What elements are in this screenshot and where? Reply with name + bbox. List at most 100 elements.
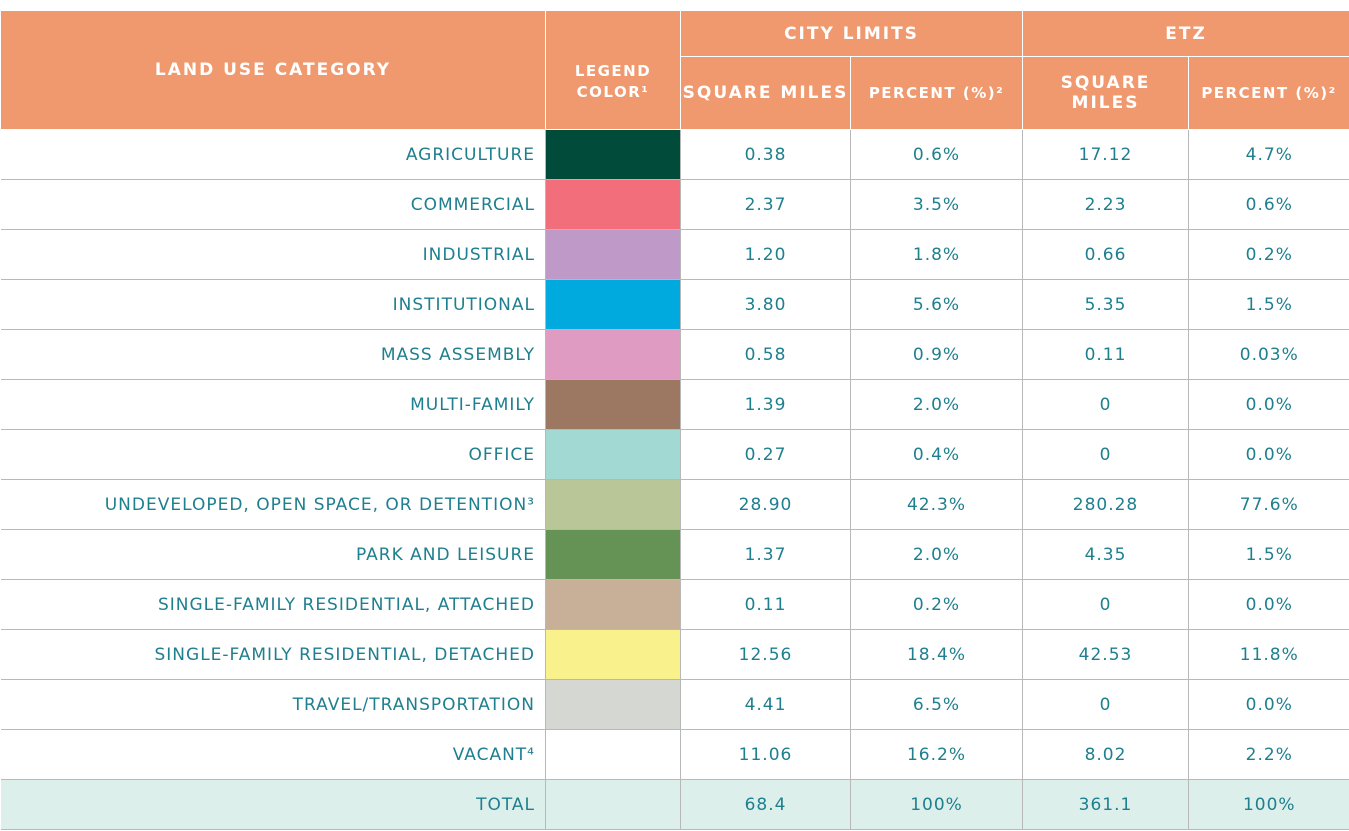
category-cell: OFFICE: [0, 429, 546, 480]
legend-swatch: [545, 579, 681, 630]
category-cell: MULTI-FAMILY: [0, 379, 546, 430]
value-cell: 5.6%: [850, 279, 1023, 330]
value-cell: 0.2%: [850, 579, 1023, 630]
land-use-table: LAND USE CATEGORY LEGEND COLOR¹ CITY LIM…: [0, 10, 1349, 830]
data-row: SINGLE-FAMILY RESIDENTIAL, DETACHED 12.56…: [0, 629, 1349, 680]
category-cell: SINGLE-FAMILY RESIDENTIAL, DETACHED: [0, 629, 546, 680]
header-row: LAND USE CATEGORY LEGEND COLOR¹ CITY LIM…: [0, 10, 1349, 130]
value-cell: 12.56: [680, 629, 851, 680]
sub-header: SQUARE MILES: [680, 56, 851, 130]
group-header: CITY LIMITS: [680, 10, 1023, 57]
value-cell: 0.2%: [1187, 229, 1349, 280]
data-row: MASS ASSEMBLY 0.58 0.9% 0.11 0.03%: [0, 329, 1349, 380]
category-cell: UNDEVELOPED, OPEN SPACE, OR DETENTION³: [0, 479, 546, 530]
value-cell: 1.5%: [1187, 529, 1349, 580]
data-row: PARK AND LEISURE 1.37 2.0% 4.35 1.5%: [0, 529, 1349, 580]
value-cell: 17.12: [1022, 129, 1189, 180]
sub-header: PERCENT (%)²: [850, 56, 1023, 130]
legend-swatch: [545, 479, 681, 530]
value-cell: 0.4%: [850, 429, 1023, 480]
value-cell: 2.2%: [1187, 729, 1349, 780]
category-cell: AGRICULTURE: [0, 129, 546, 180]
value-cell: 11.06: [680, 729, 851, 780]
legend-swatch: [545, 229, 681, 280]
value-cell: 0.0%: [1187, 679, 1349, 730]
header-row: SQUARE MILES PERCENT (%)² SQUARE MILES PERC…: [1, 56, 1349, 130]
value-cell: 2.0%: [850, 379, 1023, 430]
category-cell: TRAVEL/TRANSPORTATION: [0, 679, 546, 730]
value-cell: 3.80: [680, 279, 851, 330]
value-cell: 1.37: [680, 529, 851, 580]
data-row: INSTITUTIONAL 3.80 5.6% 5.35 1.5%: [0, 279, 1349, 330]
value-cell: 100%: [1187, 779, 1349, 830]
value-cell: 11.8%: [1187, 629, 1349, 680]
value-cell: 1.20: [680, 229, 851, 280]
value-cell: 77.6%: [1187, 479, 1349, 530]
legend-swatch: [545, 529, 681, 580]
value-cell: 0.03%: [1187, 329, 1349, 380]
total-row: TOTAL 68.4 100% 361.1 100%: [0, 779, 1349, 830]
value-cell: 2.23: [1022, 179, 1189, 230]
value-cell: 1.8%: [850, 229, 1023, 280]
value-cell: 5.35: [1022, 279, 1189, 330]
value-cell: 2.0%: [850, 529, 1023, 580]
table-body: AGRICULTURE 0.38 0.6% 17.12 4.7% COMMERCIAL 2.…: [0, 129, 1349, 830]
value-cell: 0: [1022, 429, 1189, 480]
category-cell: MASS ASSEMBLY: [0, 329, 546, 380]
value-cell: 0.0%: [1187, 379, 1349, 430]
value-cell: 4.7%: [1187, 129, 1349, 180]
value-cell: 100%: [850, 779, 1023, 830]
value-cell: 0.11: [680, 579, 851, 630]
legend-swatch: [545, 329, 681, 380]
value-cell: 0.0%: [1187, 429, 1349, 480]
header-cell: LAND USE CATEGORY: [0, 10, 546, 130]
value-cell: 0.27: [680, 429, 851, 480]
header-cell: LEGEND COLOR¹: [545, 10, 681, 130]
category-cell: COMMERCIAL: [0, 179, 546, 230]
legend-swatch: [545, 629, 681, 680]
value-cell: 42.3%: [850, 479, 1023, 530]
value-cell: 4.41: [680, 679, 851, 730]
legend-swatch: [545, 129, 681, 180]
category-cell: TOTAL: [0, 779, 546, 830]
value-cell: 18.4%: [850, 629, 1023, 680]
legend-swatch: [545, 279, 681, 330]
value-cell: 2.37: [680, 179, 851, 230]
value-cell: 0.0%: [1187, 579, 1349, 630]
legend-swatch: [545, 379, 681, 430]
category-cell: VACANT⁴: [0, 729, 546, 780]
data-row: AGRICULTURE 0.38 0.6% 17.12 4.7%: [0, 129, 1349, 180]
value-cell: 68.4: [680, 779, 851, 830]
data-row: UNDEVELOPED, OPEN SPACE, OR DETENTION³ 28…: [0, 479, 1349, 530]
value-cell: 0.6%: [850, 129, 1023, 180]
value-cell: 6.5%: [850, 679, 1023, 730]
sub-header: SQUARE MILES: [1022, 56, 1189, 130]
data-row: INDUSTRIAL 1.20 1.8% 0.66 0.2%: [0, 229, 1349, 280]
value-cell: 8.02: [1022, 729, 1189, 780]
value-cell: 0.38: [680, 129, 851, 180]
value-cell: 0: [1022, 679, 1189, 730]
value-cell: 28.90: [680, 479, 851, 530]
sub-header: PERCENT (%)²: [1187, 56, 1349, 130]
data-row: SINGLE-FAMILY RESIDENTIAL, ATTACHED 0.11 0…: [0, 579, 1349, 630]
group-header: ETZ: [1021, 10, 1349, 57]
data-row: MULTI-FAMILY 1.39 2.0% 0 0.0%: [0, 379, 1349, 430]
category-cell: INSTITUTIONAL: [0, 279, 546, 330]
value-cell: 3.5%: [850, 179, 1023, 230]
value-cell: 280.28: [1022, 479, 1189, 530]
legend-swatch: [545, 179, 681, 230]
value-cell: 361.1: [1022, 779, 1189, 830]
data-row: OFFICE 0.27 0.4% 0 0.0%: [0, 429, 1349, 480]
category-cell: SINGLE-FAMILY RESIDENTIAL, ATTACHED: [0, 579, 546, 630]
value-cell: 1.5%: [1187, 279, 1349, 330]
value-cell: 0.66: [1022, 229, 1189, 280]
data-row: COMMERCIAL 2.37 3.5% 2.23 0.6%: [0, 179, 1349, 230]
value-cell: 0: [1022, 379, 1189, 430]
value-cell: 42.53: [1022, 629, 1189, 680]
legend-swatch: [545, 779, 681, 830]
data-row: VACANT⁴ 11.06 16.2% 8.02 2.2%: [0, 729, 1349, 780]
value-cell: 0.11: [1022, 329, 1189, 380]
value-cell: 0: [1022, 579, 1189, 630]
legend-swatch: [545, 729, 681, 780]
